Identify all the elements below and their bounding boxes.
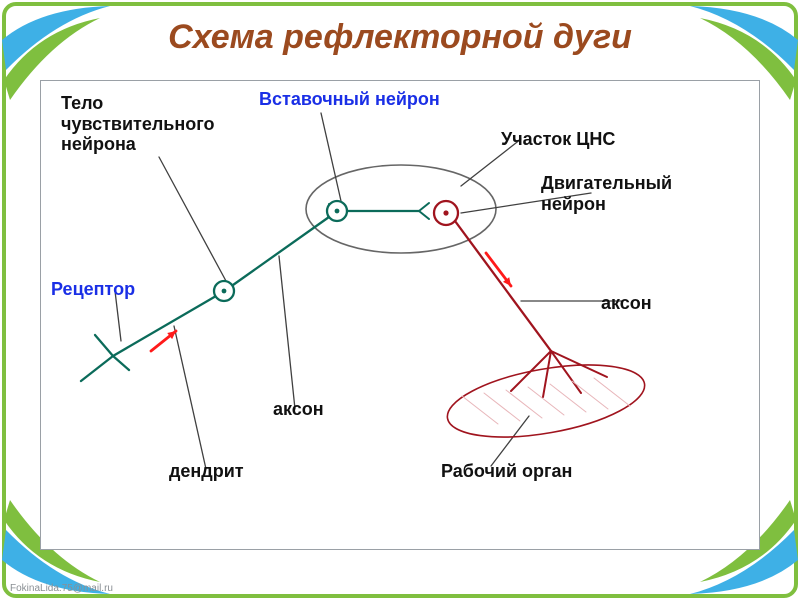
label-dendrite: дендрит	[169, 461, 244, 482]
label-axon2: аксон	[273, 399, 324, 420]
label-sensory-body: Телочувствительногонейрона	[61, 93, 214, 155]
label-effector: Рабочий орган	[441, 461, 572, 482]
diagram-panel: Телочувствительногонейрона Вставочный не…	[40, 80, 760, 550]
label-motor-neuron: Двигательныйнейрон	[541, 173, 672, 214]
footer-credit: FokinaLida.75@mail.ru	[10, 583, 113, 594]
label-axon: аксон	[601, 293, 652, 314]
page-title: Схема рефлекторной дуги	[0, 18, 800, 57]
label-cns: Участок ЦНС	[501, 129, 615, 150]
label-interneuron: Вставочный нейрон	[259, 89, 440, 110]
label-receptor: Рецептор	[51, 279, 135, 300]
